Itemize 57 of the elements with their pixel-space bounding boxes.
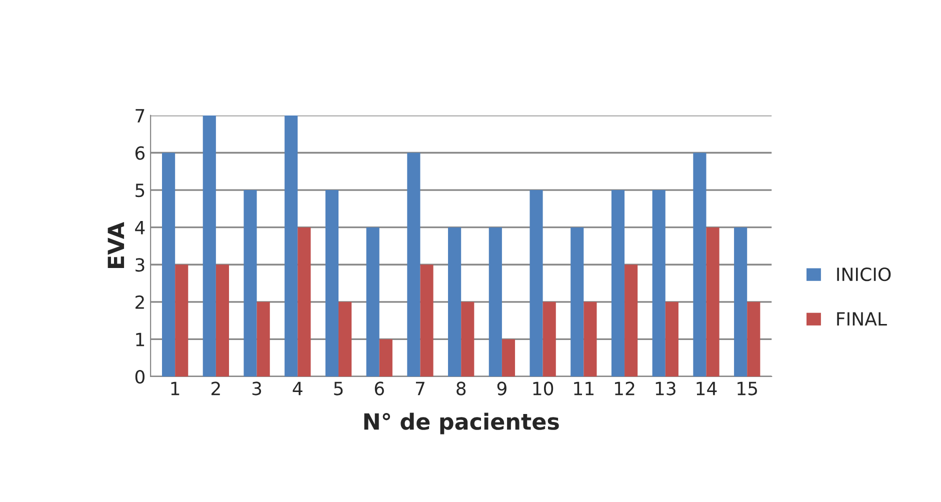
bar: [502, 339, 516, 376]
bar: [693, 152, 706, 376]
bar: [530, 190, 543, 376]
bar: [624, 264, 638, 376]
bar: [284, 115, 298, 376]
bar: [162, 152, 176, 376]
bar: [175, 264, 188, 376]
legend-label: FINAL: [837, 312, 887, 326]
bar: [584, 302, 597, 376]
x-tick-label: 13: [656, 382, 676, 396]
x-tick-label: 4: [292, 382, 302, 396]
y-tick-label: 7: [136, 109, 144, 122]
y-tick-label: 6: [135, 146, 145, 160]
bar: [366, 227, 380, 376]
x-axis-title: N° de pacientes: [364, 412, 559, 434]
bar: [244, 190, 257, 376]
x-tick-label: 1: [171, 382, 180, 396]
bar: [202, 115, 216, 376]
bar: [706, 227, 720, 376]
bar: [570, 227, 584, 376]
bar: [448, 227, 462, 376]
x-tick-label: 11: [574, 382, 594, 396]
x-tick-label: 3: [252, 382, 262, 396]
bar: [420, 264, 434, 376]
y-tick-label: 1: [136, 332, 144, 346]
y-tick-label: 0: [135, 370, 144, 384]
x-tick-label: 9: [497, 382, 506, 396]
bar: [611, 190, 625, 376]
x-tick-label: 14: [696, 382, 717, 396]
bar: [747, 302, 760, 376]
x-tick-label: 2: [212, 382, 220, 396]
y-tick-label: 5: [136, 184, 144, 198]
bar: [407, 152, 420, 376]
y-tick-label: 3: [136, 258, 144, 272]
bar: [665, 302, 678, 376]
y-axis-title: EVA: [108, 222, 124, 268]
x-tick-label: 12: [615, 382, 634, 396]
legend-label: INICIO: [837, 267, 891, 282]
x-tick-label: 6: [374, 382, 384, 396]
y-tick-label: 2: [136, 295, 144, 309]
bar: [256, 302, 270, 376]
bar: [338, 302, 352, 376]
bar: [379, 339, 392, 376]
bar: [652, 190, 666, 376]
bar: [461, 302, 474, 376]
x-tick-label: 7: [416, 382, 424, 396]
bar: [325, 190, 339, 376]
x-tick-label: 10: [533, 382, 554, 396]
bar: [542, 302, 556, 376]
bar: [298, 227, 311, 376]
bar: [216, 264, 230, 376]
x-tick-label: 8: [456, 382, 466, 396]
x-tick-label: 15: [738, 382, 758, 396]
bar: [488, 227, 502, 376]
x-tick-label: 5: [334, 382, 343, 396]
y-tick-label: 4: [135, 221, 145, 234]
bar: [734, 227, 748, 376]
